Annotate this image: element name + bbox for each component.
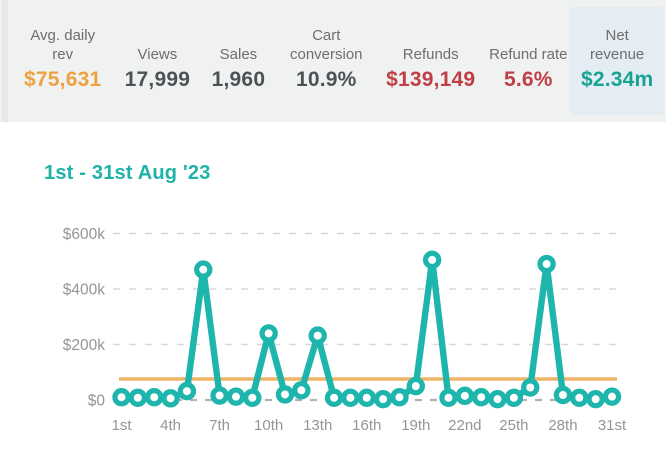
svg-text:4th: 4th — [160, 417, 181, 434]
svg-text:31st: 31st — [598, 417, 627, 434]
kpi-card-net-revenue[interactable]: Net revenue $2.34m — [570, 7, 665, 115]
kpi-label-refunds: Refunds — [402, 45, 459, 63]
svg-text:$400k: $400k — [63, 282, 105, 299]
svg-text:7th: 7th — [209, 417, 230, 434]
daily-revenue-line-chart[interactable]: $600k $400k $200k $0 1st 4th 7th 10th 13th 16th 19… — [0, 201, 666, 469]
svg-text:28th: 28th — [548, 417, 577, 434]
kpi-label-refund-rate: Refund rate — [489, 45, 568, 63]
kpi-card-refunds[interactable]: Refunds $139,149 — [375, 0, 486, 122]
kpi-card-avg-daily-rev[interactable]: Avg. daily rev $75,631 — [10, 0, 115, 122]
svg-text:$600k: $600k — [63, 226, 105, 243]
kpi-value-net-revenue: $2.34m — [580, 68, 654, 91]
kpi-value-views: 17,999 — [124, 68, 191, 91]
kpi-label-avg-daily-rev: Avg. daily rev — [30, 26, 96, 63]
kpi-card-sales[interactable]: Sales 1,960 — [199, 0, 277, 122]
svg-text:13th: 13th — [303, 417, 332, 434]
svg-text:10th: 10th — [254, 417, 283, 434]
svg-text:1st: 1st — [111, 417, 132, 434]
svg-text:$200k: $200k — [63, 337, 105, 354]
chart-title: 1st - 31st Aug '23 — [44, 162, 211, 184]
kpi-value-cart-conversion: 10.9% — [296, 68, 357, 91]
kpi-value-avg-daily-rev: $75,631 — [24, 68, 102, 91]
kpi-header: Avg. daily rev $75,631 Views 17,999 Sale… — [0, 0, 666, 122]
svg-text:25th: 25th — [499, 417, 528, 434]
kpi-value-sales: 1,960 — [211, 68, 266, 91]
chart-section: 1st - 31st Aug '23 $600k $400k $200k $0 1st 4… — [0, 162, 666, 469]
kpi-label-views: Views — [137, 45, 178, 63]
kpi-label-cart-conversion: Cart conversion — [289, 26, 363, 63]
kpi-label-net-revenue: Net revenue — [590, 26, 645, 63]
kpi-card-refund-rate[interactable]: Refund rate 5.6% — [486, 0, 570, 122]
svg-text:19th: 19th — [401, 417, 430, 434]
svg-text:22nd: 22nd — [448, 417, 481, 434]
svg-text:$0: $0 — [88, 393, 106, 410]
svg-text:16th: 16th — [352, 417, 381, 434]
kpi-value-refund-rate: 5.6% — [504, 68, 553, 91]
kpi-label-sales: Sales — [219, 45, 258, 63]
left-edge-strip — [2, 0, 8, 122]
kpi-card-views[interactable]: Views 17,999 — [115, 0, 199, 122]
kpi-value-refunds: $139,149 — [386, 68, 476, 91]
kpi-card-cart-conversion[interactable]: Cart conversion 10.9% — [277, 0, 375, 122]
